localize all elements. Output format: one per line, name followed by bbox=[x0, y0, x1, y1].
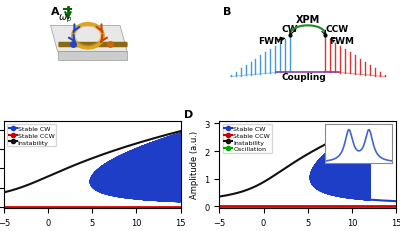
Text: A: A bbox=[50, 7, 59, 17]
Text: Coupling: Coupling bbox=[282, 73, 326, 82]
Text: XPM: XPM bbox=[296, 15, 320, 25]
Polygon shape bbox=[58, 52, 127, 61]
Polygon shape bbox=[50, 26, 127, 52]
Text: FWM: FWM bbox=[329, 36, 354, 46]
Text: FWM: FWM bbox=[258, 36, 283, 46]
Text: D: D bbox=[184, 110, 193, 120]
Text: CCW: CCW bbox=[325, 24, 348, 33]
Y-axis label: Amplitude (a.u.): Amplitude (a.u.) bbox=[190, 131, 199, 199]
Text: B: B bbox=[223, 7, 231, 17]
Legend: Stable CW, Stable CCW, Instability: Stable CW, Stable CCW, Instability bbox=[7, 125, 56, 147]
Text: $\omega_p$: $\omega_p$ bbox=[58, 13, 72, 25]
Legend: Stable CW, Stable CCW, Instability, Oscillation: Stable CW, Stable CCW, Instability, Osci… bbox=[222, 125, 272, 153]
Text: CW: CW bbox=[281, 24, 298, 33]
